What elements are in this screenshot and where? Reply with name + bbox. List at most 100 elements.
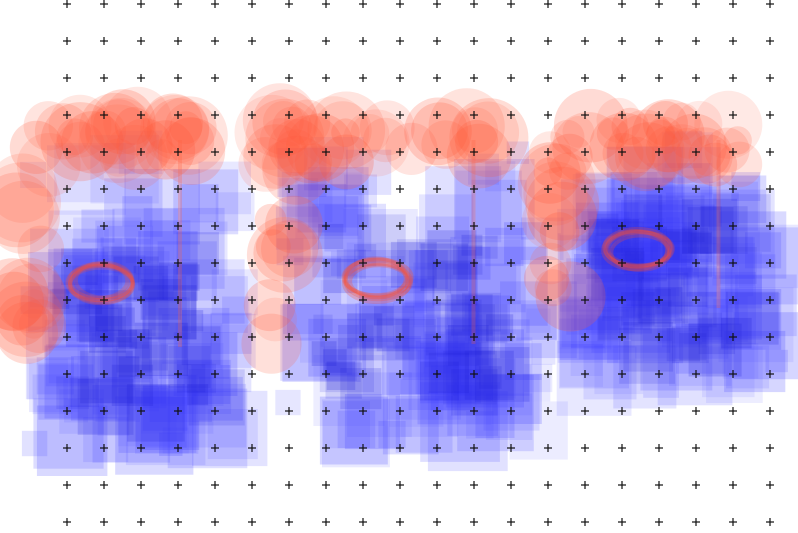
plus-icon — [248, 74, 256, 82]
plus-icon — [692, 185, 700, 193]
plus-icon — [692, 370, 700, 378]
plus-icon — [618, 74, 626, 82]
square-blob — [462, 292, 501, 332]
square-blob — [672, 231, 702, 261]
circle-blob — [241, 313, 302, 374]
circle-blob — [363, 117, 408, 163]
square-blob — [84, 275, 118, 309]
circle-blob — [56, 118, 94, 155]
plus-icon — [63, 222, 71, 230]
plus-icon — [322, 407, 330, 415]
square-blob — [557, 233, 627, 303]
square-blob — [129, 329, 149, 349]
square-blob — [338, 324, 374, 361]
square-blob — [706, 346, 763, 403]
plus-icon — [174, 370, 182, 378]
plus-icon — [618, 111, 626, 119]
plus-icon — [63, 185, 71, 193]
circle-blob — [596, 117, 630, 150]
square-blob — [428, 352, 469, 393]
circle-blob — [519, 142, 581, 204]
streak-blob — [178, 140, 182, 347]
square-blob — [424, 331, 494, 401]
plus-icon — [63, 444, 71, 452]
circle-blob — [539, 212, 580, 252]
square-blob — [702, 296, 748, 342]
square-blob — [192, 390, 268, 467]
square-blob — [176, 364, 206, 393]
plus-icon — [544, 518, 552, 526]
plus-icon — [285, 259, 293, 267]
circle-blob — [263, 101, 304, 142]
plus-icon — [285, 111, 293, 119]
plus-icon — [396, 481, 404, 489]
plus-icon — [433, 37, 441, 45]
plus-icon — [396, 74, 404, 82]
plus-icon — [692, 0, 700, 8]
plus-icon — [396, 296, 404, 304]
circle-blob — [261, 140, 308, 187]
square-blob — [143, 207, 225, 289]
square-blob — [162, 314, 212, 364]
square-blob — [571, 238, 617, 284]
square-blob — [162, 275, 187, 300]
plus-icon — [137, 296, 145, 304]
square-blob — [176, 232, 219, 275]
square-blob — [471, 179, 527, 235]
square-blob — [456, 239, 521, 305]
square-blob — [646, 288, 677, 319]
square-blob — [138, 231, 198, 291]
plus-icon — [729, 444, 737, 452]
square-blob — [280, 304, 357, 381]
square-blob — [688, 323, 742, 377]
square-blob — [323, 401, 370, 449]
plus-icon — [100, 222, 108, 230]
plus-icon — [433, 370, 441, 378]
square-blob — [181, 326, 221, 366]
plus-icon — [211, 333, 219, 341]
plus-icon — [211, 185, 219, 193]
plus-icon — [100, 333, 108, 341]
figure-left — [0, 86, 268, 476]
plus-icon — [766, 222, 774, 230]
plus-icon — [137, 407, 145, 415]
square-blob — [522, 373, 551, 402]
square-blob — [92, 377, 131, 415]
circle-blob — [243, 279, 296, 332]
square-blob — [621, 200, 693, 272]
plus-icon — [211, 37, 219, 45]
square-blob — [408, 347, 472, 410]
plus-icon — [174, 148, 182, 156]
circle-blob — [0, 162, 61, 243]
ring-blob — [602, 226, 673, 268]
plus-icon — [100, 0, 108, 8]
plus-icon — [470, 185, 478, 193]
square-blob — [575, 172, 632, 229]
plus-icon — [581, 111, 589, 119]
plus-icon — [137, 74, 145, 82]
square-blob — [188, 369, 245, 426]
square-blob — [395, 319, 436, 360]
square-blob — [697, 275, 762, 340]
square-blob — [118, 356, 140, 378]
plus-icon — [766, 185, 774, 193]
square-blob — [95, 377, 140, 422]
square-blob — [173, 169, 239, 235]
plus-icon — [248, 222, 256, 230]
square-blob — [560, 179, 615, 234]
square-blob — [586, 221, 644, 279]
square-blob — [207, 409, 258, 460]
square-blob — [210, 312, 252, 354]
square-blob — [199, 376, 243, 421]
circle-blob — [645, 116, 683, 154]
square-blob — [672, 326, 709, 364]
square-blob — [95, 304, 123, 332]
plus-icon — [100, 148, 108, 156]
circle-blob — [546, 133, 593, 180]
square-blob — [625, 264, 679, 318]
circle-blob — [9, 120, 63, 174]
square-blob — [613, 345, 677, 409]
plus-icon — [581, 185, 589, 193]
square-blob — [623, 212, 687, 276]
plus-icon — [100, 518, 108, 526]
